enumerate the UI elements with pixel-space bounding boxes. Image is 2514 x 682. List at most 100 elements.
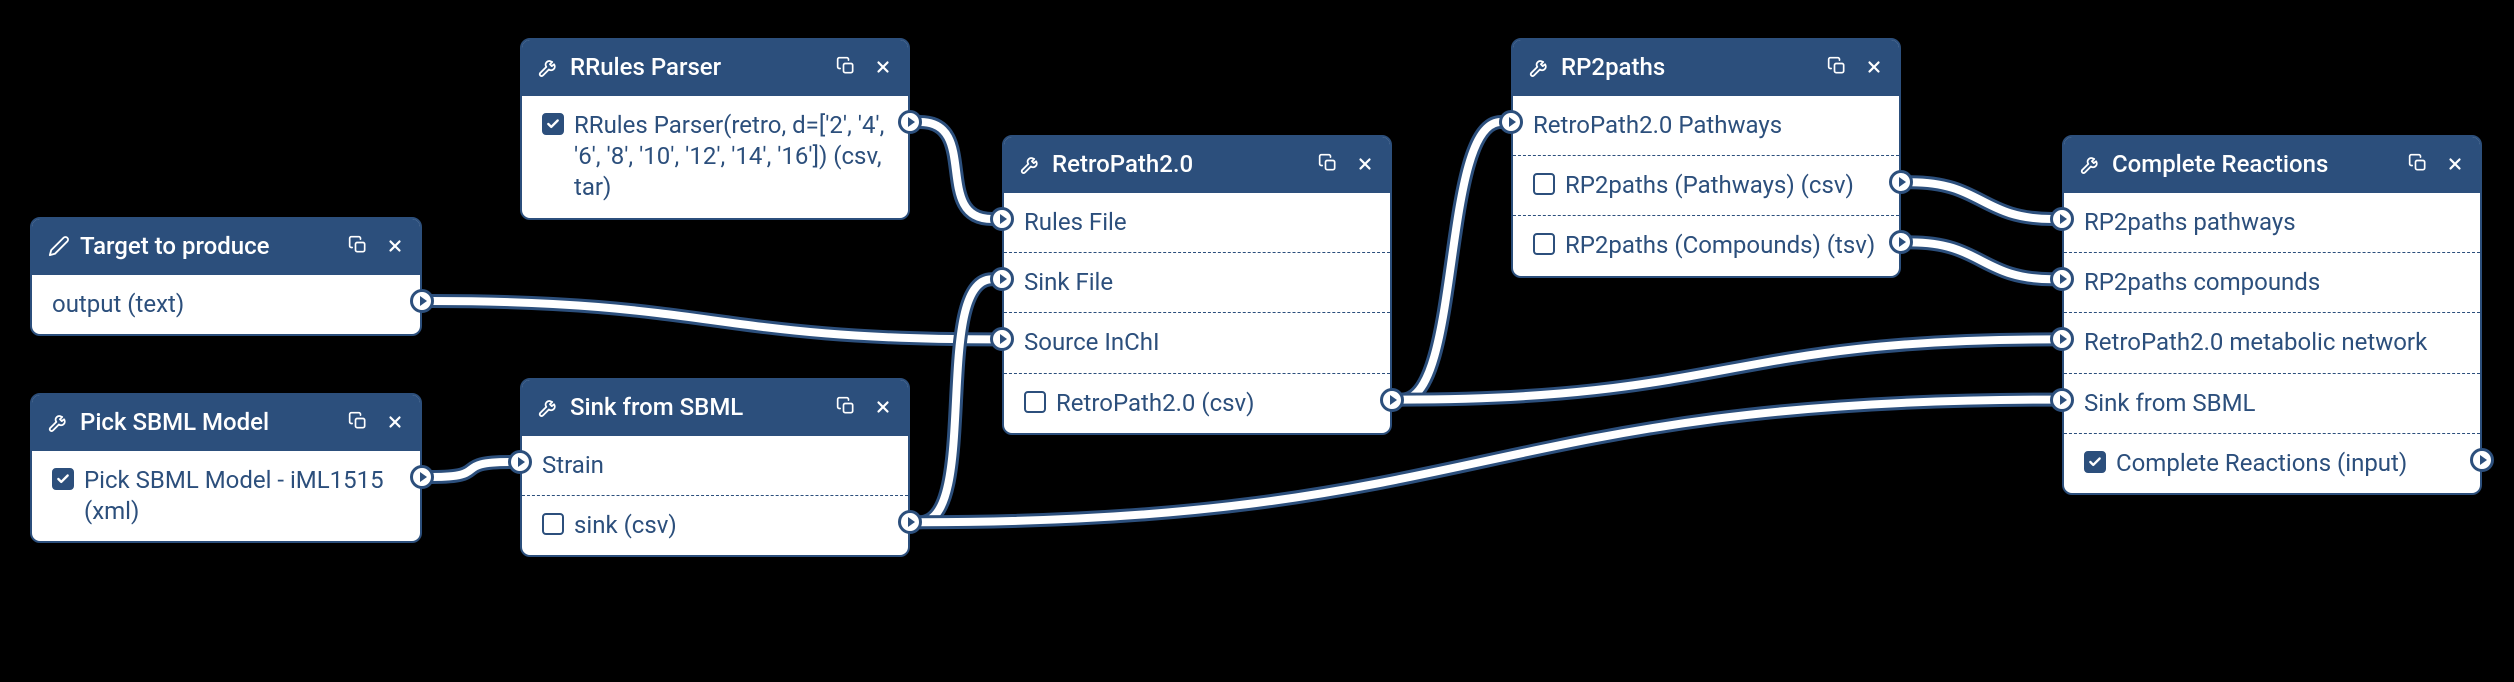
wrench-icon [2080, 153, 2102, 181]
node-actions [1827, 54, 1883, 82]
row-label: Sink from SBML [2084, 388, 2460, 419]
wrench-icon [48, 411, 70, 439]
checkbox[interactable] [2084, 451, 2106, 473]
edge-inner [1911, 242, 2052, 279]
edge [432, 301, 992, 339]
row-label: RetroPath2.0 (csv) [1056, 388, 1370, 419]
node-title: Complete Reactions [2112, 149, 2398, 180]
row-label: RetroPath2.0 Pathways [1533, 110, 1879, 141]
output-port[interactable] [898, 110, 922, 134]
row-rp2_pathways: RP2paths (Pathways) (csv) [1513, 155, 1899, 215]
checkbox[interactable] [1533, 233, 1555, 255]
row-cr_pathways: RP2paths pathways [2064, 193, 2480, 252]
input-port[interactable] [508, 450, 532, 474]
copy-icon[interactable] [836, 394, 856, 422]
edge-inner [432, 462, 510, 477]
row-label: RP2paths (Compounds) (tsv) [1565, 230, 1879, 261]
close-icon[interactable] [1356, 151, 1374, 179]
node-body: RetroPath2.0 Pathways RP2paths (Pathways)… [1513, 96, 1899, 276]
close-icon[interactable] [2446, 151, 2464, 179]
edge [1402, 122, 1501, 400]
copy-icon[interactable] [2408, 151, 2428, 179]
edge-inner [1911, 182, 2052, 219]
output-port[interactable] [1889, 170, 1913, 194]
checkbox[interactable] [1533, 173, 1555, 195]
input-port[interactable] [1499, 110, 1523, 134]
node-sink[interactable]: Sink from SBMLStrainsink (csv) [520, 378, 910, 557]
edge-inner [432, 301, 992, 339]
node-header[interactable]: RP2paths [1513, 40, 1899, 96]
close-icon[interactable] [874, 54, 892, 82]
node-body: RRules Parser(retro, d=['2', '4', '6', '… [522, 96, 908, 218]
node-header[interactable]: Sink from SBML [522, 380, 908, 436]
node-body: RP2paths pathways RP2paths compounds Retro… [2064, 193, 2480, 493]
input-port[interactable] [2050, 267, 2074, 291]
edge-inner [920, 122, 992, 219]
row-cr_out: Complete Reactions (input) [2064, 433, 2480, 493]
node-title: Pick SBML Model [80, 407, 338, 438]
output-port[interactable] [1380, 388, 1404, 412]
row-label: Complete Reactions (input) [2116, 448, 2460, 479]
input-port[interactable] [990, 327, 1014, 351]
row-rules_file: Rules File [1004, 193, 1390, 252]
row-output: output (text) [32, 275, 420, 334]
close-icon[interactable] [874, 394, 892, 422]
node-header[interactable]: RetroPath2.0 [1004, 137, 1390, 193]
row-rp2_compounds: RP2paths (Compounds) (tsv) [1513, 215, 1899, 275]
row-cr_sink: Sink from SBML [2064, 373, 2480, 433]
row-label: RP2paths compounds [2084, 267, 2460, 298]
input-port[interactable] [990, 267, 1014, 291]
checkbox[interactable] [542, 513, 564, 535]
node-body: output (text) [32, 275, 420, 334]
input-port[interactable] [2050, 207, 2074, 231]
node-rrules[interactable]: RRules ParserRRules Parser(retro, d=['2'… [520, 38, 910, 220]
node-complete[interactable]: Complete ReactionsRP2paths pathwaysRP2pa… [2062, 135, 2482, 495]
node-header[interactable]: RRules Parser [522, 40, 908, 96]
output-port[interactable] [898, 510, 922, 534]
copy-icon[interactable] [348, 409, 368, 437]
node-actions [836, 394, 892, 422]
node-header[interactable]: Pick SBML Model [32, 395, 420, 451]
node-actions [348, 233, 404, 261]
node-target[interactable]: Target to produceoutput (text) [30, 217, 422, 336]
copy-icon[interactable] [348, 233, 368, 261]
wrench-icon [1529, 56, 1551, 84]
row-source_inchi: Source InChI [1004, 312, 1390, 372]
input-port[interactable] [2050, 388, 2074, 412]
checkbox[interactable] [1024, 391, 1046, 413]
node-actions [2408, 151, 2464, 179]
input-port[interactable] [2050, 327, 2074, 351]
row-label: Rules File [1024, 207, 1370, 238]
row-rrules_out: RRules Parser(retro, d=['2', '4', '6', '… [522, 96, 908, 218]
node-body: Strainsink (csv) [522, 436, 908, 555]
wrench-icon [1020, 153, 1042, 181]
node-header[interactable]: Target to produce [32, 219, 420, 275]
row-rp2_in: RetroPath2.0 Pathways [1513, 96, 1899, 155]
output-port[interactable] [2470, 448, 2494, 472]
row-cr_network: RetroPath2.0 metabolic network [2064, 312, 2480, 372]
row-label: Sink File [1024, 267, 1370, 298]
output-port[interactable] [410, 465, 434, 489]
edge-inner [920, 279, 992, 522]
row-label: RP2paths pathways [2084, 207, 2460, 238]
copy-icon[interactable] [1318, 151, 1338, 179]
copy-icon[interactable] [836, 54, 856, 82]
edge [920, 279, 992, 522]
node-header[interactable]: Complete Reactions [2064, 137, 2480, 193]
checkbox[interactable] [542, 113, 564, 135]
node-retropath[interactable]: RetroPath2.0 Rules File Sink File Source In… [1002, 135, 1392, 435]
node-body: Rules File Sink File Source InChI RetroPath… [1004, 193, 1390, 433]
close-icon[interactable] [1865, 54, 1883, 82]
close-icon[interactable] [386, 233, 404, 261]
output-port[interactable] [410, 289, 434, 313]
node-rp2paths[interactable]: RP2paths RetroPath2.0 Pathways RP2paths (P… [1511, 38, 1901, 278]
close-icon[interactable] [386, 409, 404, 437]
copy-icon[interactable] [1827, 54, 1847, 82]
edge [1911, 182, 2052, 219]
input-port[interactable] [990, 207, 1014, 231]
node-actions [1318, 151, 1374, 179]
row-label: Strain [542, 450, 888, 481]
output-port[interactable] [1889, 230, 1913, 254]
checkbox[interactable] [52, 468, 74, 490]
node-picksbml[interactable]: Pick SBML ModelPick SBML Model - iML1515… [30, 393, 422, 543]
